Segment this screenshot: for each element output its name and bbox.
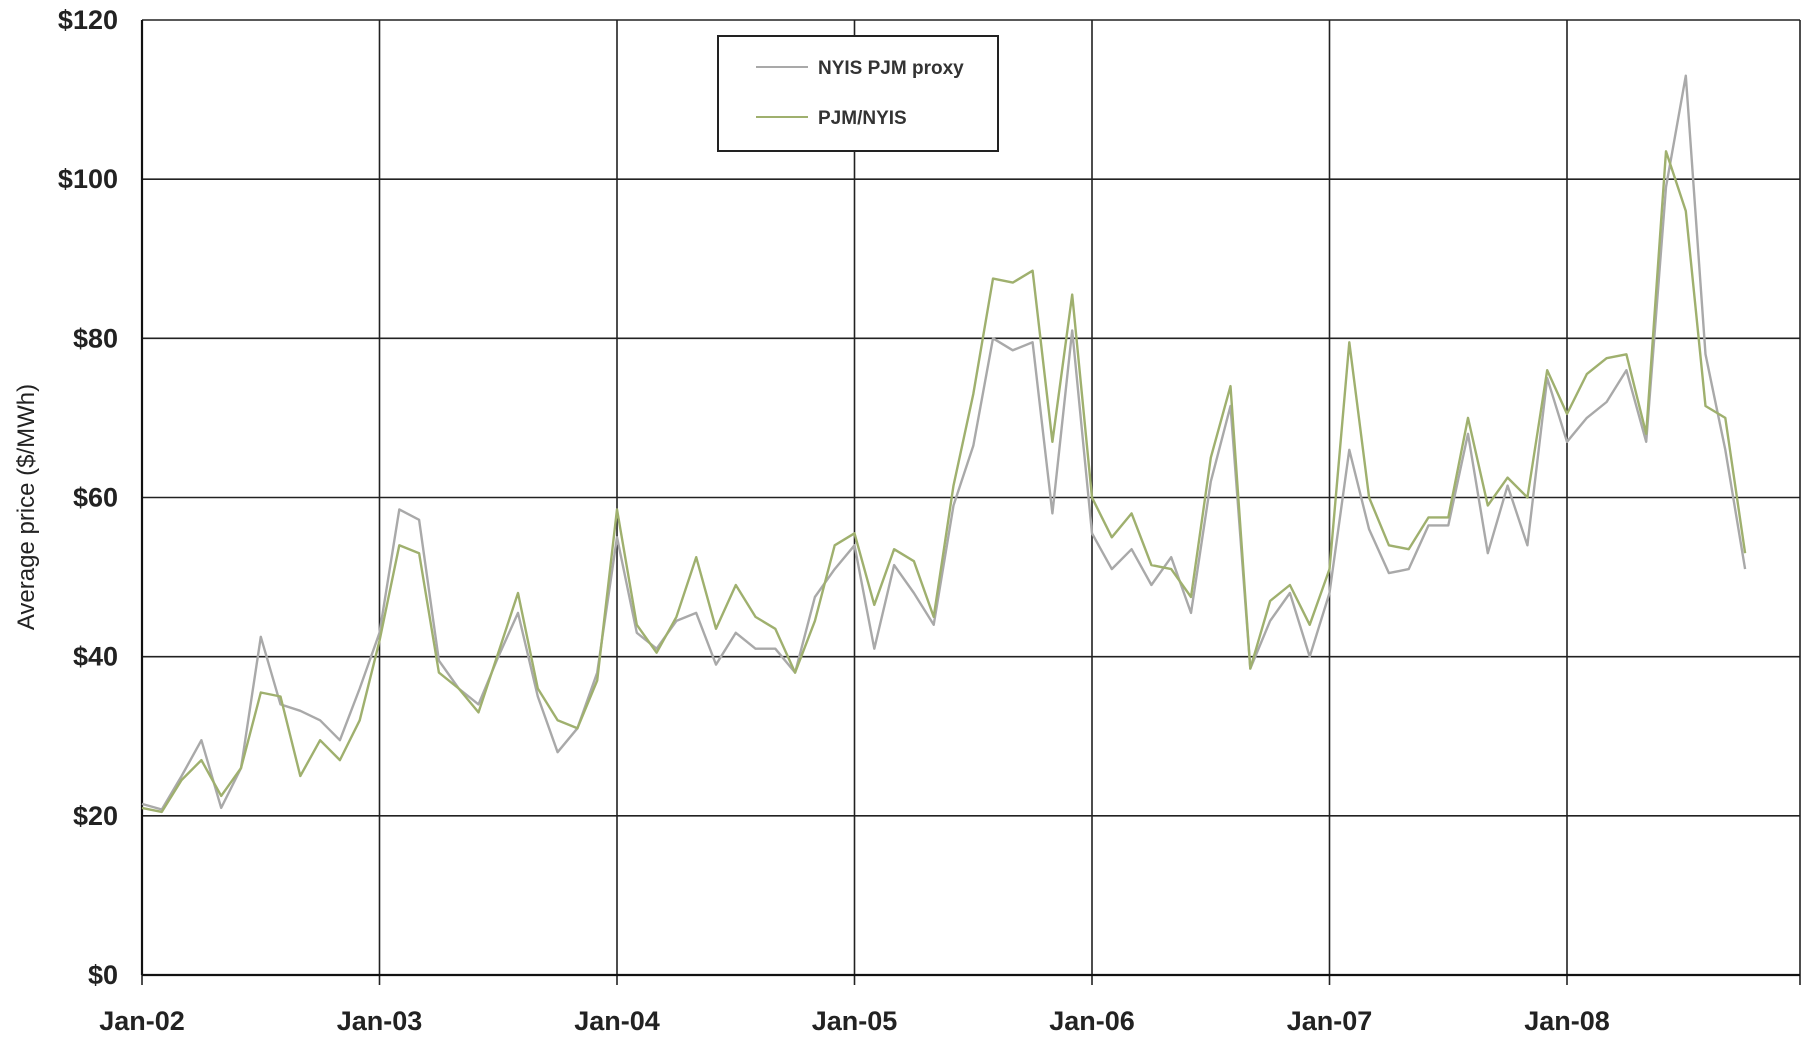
x-axis-tick-labels: Jan-02 Jan-03 Jan-04 Jan-05 Jan-06 Jan-07 Jan-… — [99, 1006, 1610, 1036]
series-lines — [141, 74, 1747, 814]
y-tick-label: $20 — [73, 801, 118, 831]
y-tick-label: $0 — [88, 960, 118, 990]
x-tick-label: Jan-08 — [1524, 1006, 1610, 1036]
series-line-pjm-nyis — [141, 150, 1747, 814]
gridlines — [140, 19, 1801, 985]
y-tick-label: $60 — [73, 483, 118, 513]
x-tick-label: Jan-02 — [99, 1006, 185, 1036]
y-tick-label: $40 — [73, 642, 118, 672]
y-tick-label: $100 — [58, 164, 118, 194]
y-tick-label: $80 — [73, 323, 118, 353]
y-tick-label: $120 — [58, 5, 118, 35]
legend-box — [717, 35, 999, 152]
legend-label-pjm-nyis: PJM/NYIS — [818, 108, 907, 129]
y-axis-tick-labels: $0 $20 $40 $60 $80 $100 $120 — [58, 5, 118, 990]
x-tick-label: Jan-03 — [337, 1006, 423, 1036]
legend-label-nyis-pjm-proxy: NYIS PJM proxy — [818, 58, 964, 79]
y-axis-label: Average price ($/MWh) — [13, 384, 40, 630]
x-tick-label: Jan-05 — [812, 1006, 898, 1036]
x-tick-label: Jan-06 — [1049, 1006, 1135, 1036]
legend: NYIS PJM proxy PJM/NYIS — [717, 35, 999, 152]
series-line-nyis-pjm-proxy — [141, 74, 1747, 811]
x-tick-label: Jan-07 — [1287, 1006, 1373, 1036]
x-tick-label: Jan-04 — [574, 1006, 660, 1036]
